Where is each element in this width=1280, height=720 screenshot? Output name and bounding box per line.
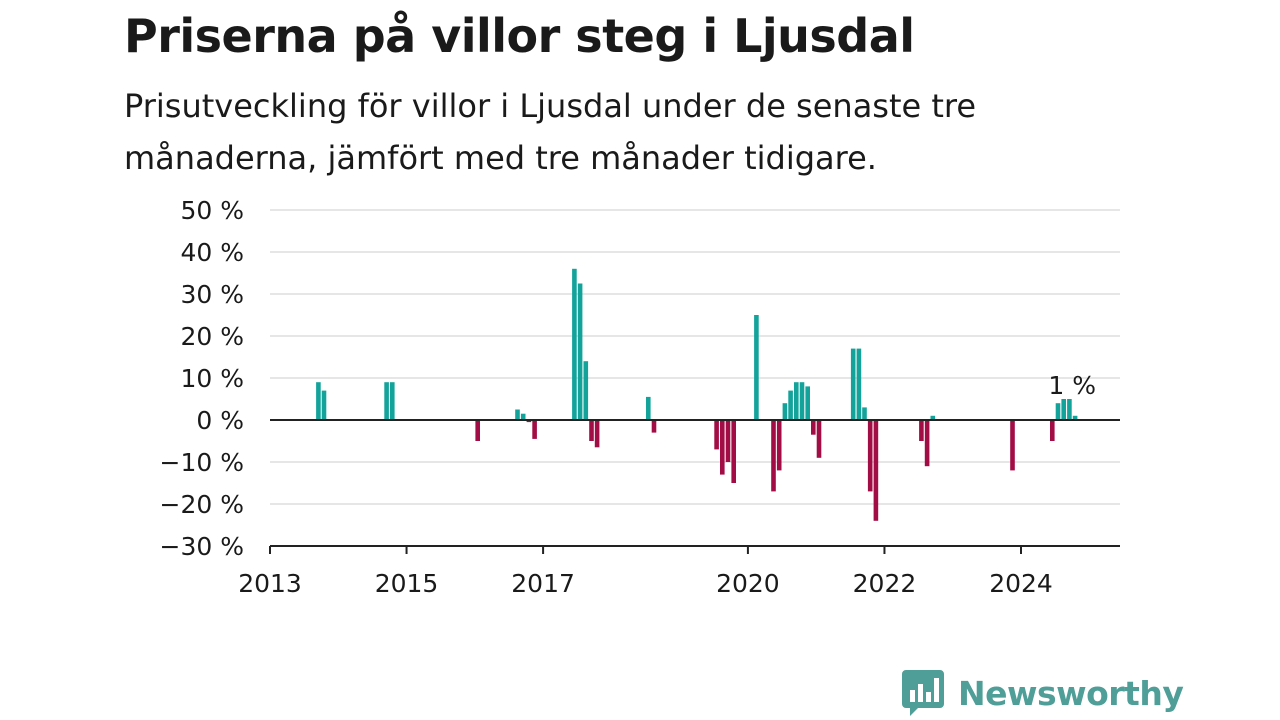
bar [782, 403, 788, 420]
bar [919, 420, 924, 441]
bar [850, 348, 856, 420]
bar [725, 420, 731, 462]
bar [816, 420, 822, 458]
bar [475, 420, 480, 441]
bar [316, 382, 321, 420]
newsworthy-icon [902, 670, 944, 716]
y-tick-label: −10 % [160, 448, 244, 477]
bar [390, 382, 395, 420]
bar [720, 420, 725, 475]
bar [594, 420, 600, 448]
x-tick-label: 2015 [375, 569, 439, 598]
bar [526, 420, 532, 423]
y-tick-label: 0 % [196, 406, 244, 435]
bar [930, 415, 936, 420]
bar [811, 420, 816, 435]
bar [651, 420, 657, 433]
bar [515, 409, 520, 420]
x-tick-label: 2017 [511, 569, 575, 598]
bar [577, 283, 583, 420]
y-tick-label: 10 % [180, 364, 244, 393]
bar [1010, 420, 1015, 471]
bar [788, 390, 793, 420]
x-axis-ticks: 2013 2015 2017 2020 2022 2024 [238, 546, 1053, 598]
bar [856, 348, 862, 420]
y-tick-label: 20 % [180, 322, 244, 351]
bar [589, 420, 594, 441]
x-tick-label: 2024 [989, 569, 1053, 598]
bar [867, 420, 873, 492]
x-tick-label: 2022 [853, 569, 917, 598]
brand-name: Newsworthy [958, 673, 1184, 713]
y-tick-label: 30 % [180, 280, 244, 309]
bar [1061, 399, 1066, 420]
bar [873, 420, 879, 521]
bar [771, 420, 776, 492]
bar [731, 420, 736, 483]
bar [532, 420, 537, 439]
y-axis-ticks: −30 % −20 % −10 % 0 % 10 % 20 % 30 % 40 % 50 % [160, 196, 244, 561]
bar [794, 382, 799, 420]
chart-title: Priserna på villor steg i Ljusdal [124, 9, 915, 63]
bar-chart: −30 % −20 % −10 % 0 % 10 % 20 % 30 % 40 % 50 % 2… [160, 196, 1120, 598]
bar [572, 268, 577, 420]
bar [321, 390, 327, 420]
x-tick-label: 2020 [716, 569, 780, 598]
bar [776, 420, 782, 471]
bar [520, 413, 526, 420]
bar [754, 315, 759, 420]
bar [1050, 420, 1055, 441]
bar [1072, 415, 1078, 420]
y-tick-label: −20 % [160, 490, 244, 519]
last-value-label: 1 % [1048, 371, 1096, 400]
y-tick-label: 50 % [180, 196, 244, 225]
y-tick-label: −30 % [160, 532, 244, 561]
brand-logo: Newsworthy [902, 670, 1184, 716]
bar [1055, 403, 1061, 420]
bar [799, 382, 805, 420]
axes [270, 419, 1120, 547]
grid-lines [270, 209, 1120, 505]
bar [714, 420, 719, 450]
chart-subtitle: Prisutveckling för villor i Ljusdal unde… [124, 87, 977, 177]
bar [583, 361, 589, 420]
x-tick-label: 2013 [238, 569, 302, 598]
bar [862, 407, 867, 420]
bar [924, 420, 930, 467]
bar [1067, 399, 1072, 420]
bar [384, 382, 389, 420]
bars [316, 268, 1078, 521]
bar [805, 386, 810, 420]
bar [646, 396, 651, 420]
y-tick-label: 40 % [180, 238, 244, 267]
